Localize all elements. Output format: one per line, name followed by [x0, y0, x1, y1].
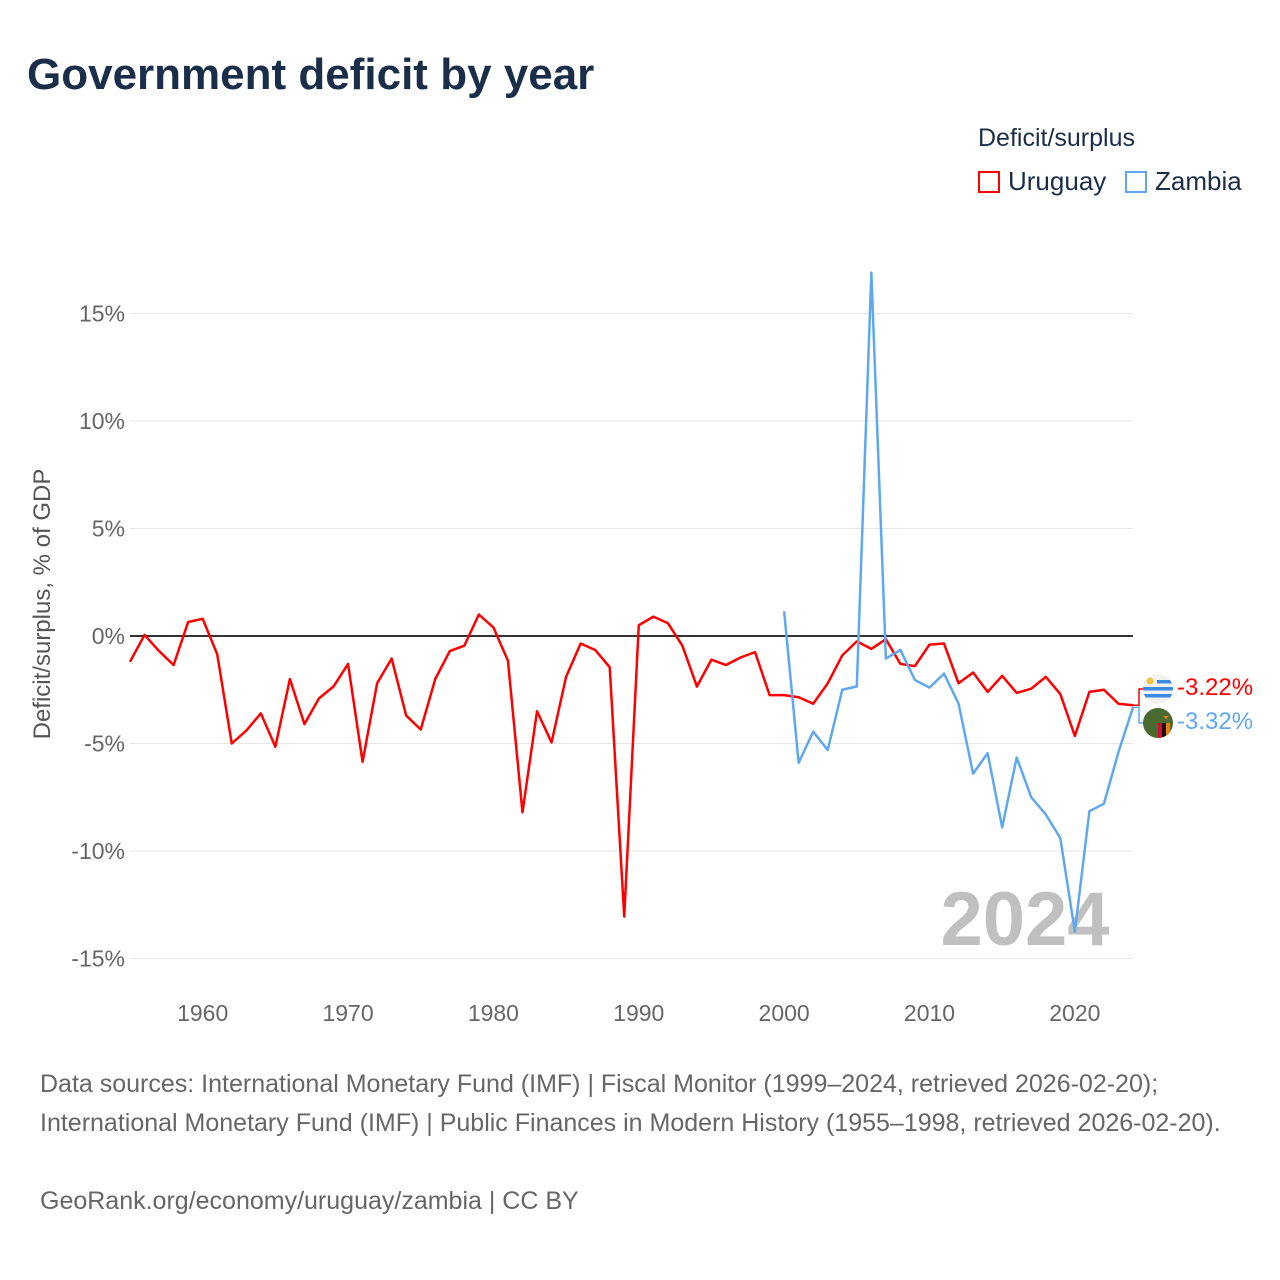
credit-link[interactable]: GeoRank.org/economy/uruguay/zambia | CC …: [40, 1187, 579, 1215]
legend-swatch-zambia: [1125, 170, 1147, 193]
y-tick-label: -15%: [71, 946, 125, 972]
x-tick-label: 1970: [322, 1000, 373, 1026]
legend-item-uruguay[interactable]: Uruguay: [978, 166, 1106, 197]
y-axis-label: Deficit/surplus, % of GDP: [29, 469, 56, 740]
series-line-uruguay[interactable]: [128, 613, 1134, 918]
x-tick-label: 1980: [468, 1000, 519, 1026]
legend-label-uruguay: Uruguay: [1008, 166, 1107, 196]
x-tick-label: 2000: [759, 1000, 810, 1026]
x-tick-label: 2020: [1049, 1000, 1100, 1026]
x-tick-label: 1990: [613, 1000, 664, 1026]
y-tick-label: 15%: [79, 301, 125, 327]
y-tick-label: 0%: [92, 623, 125, 649]
x-tick-label: 2010: [904, 1000, 955, 1026]
end-label-connector: [1133, 688, 1143, 706]
y-tick-label: 5%: [92, 516, 125, 542]
y-tick-label: 10%: [79, 408, 125, 434]
legend-swatch-uruguay: [978, 170, 1000, 193]
chart-title: Government deficit by year: [27, 50, 595, 99]
end-label-uruguay: -3.22%: [1177, 674, 1253, 701]
line-chart: 15% 10% 5% 0% -5% -10% -15% 1960 1970 1980 1990 200…: [29, 271, 1253, 1026]
y-tick-label: -5%: [84, 731, 125, 757]
year-watermark: 2024: [940, 877, 1109, 962]
uruguay-flag-icon: [1143, 674, 1173, 704]
end-label-connector: [1133, 706, 1143, 724]
legend-title: Deficit/surplus: [978, 124, 1135, 152]
data-sources: Data sources: International Monetary Fun…: [40, 1070, 1221, 1137]
legend-label-zambia: Zambia: [1155, 166, 1242, 196]
end-label-zambia: -3.32%: [1177, 708, 1253, 735]
y-tick-label: -10%: [71, 838, 125, 864]
x-tick-label: 1960: [177, 1000, 228, 1026]
legend-item-zambia[interactable]: Zambia: [1125, 166, 1242, 197]
zambia-flag-icon: [1143, 708, 1173, 738]
series-line-zambia[interactable]: [782, 271, 1135, 933]
